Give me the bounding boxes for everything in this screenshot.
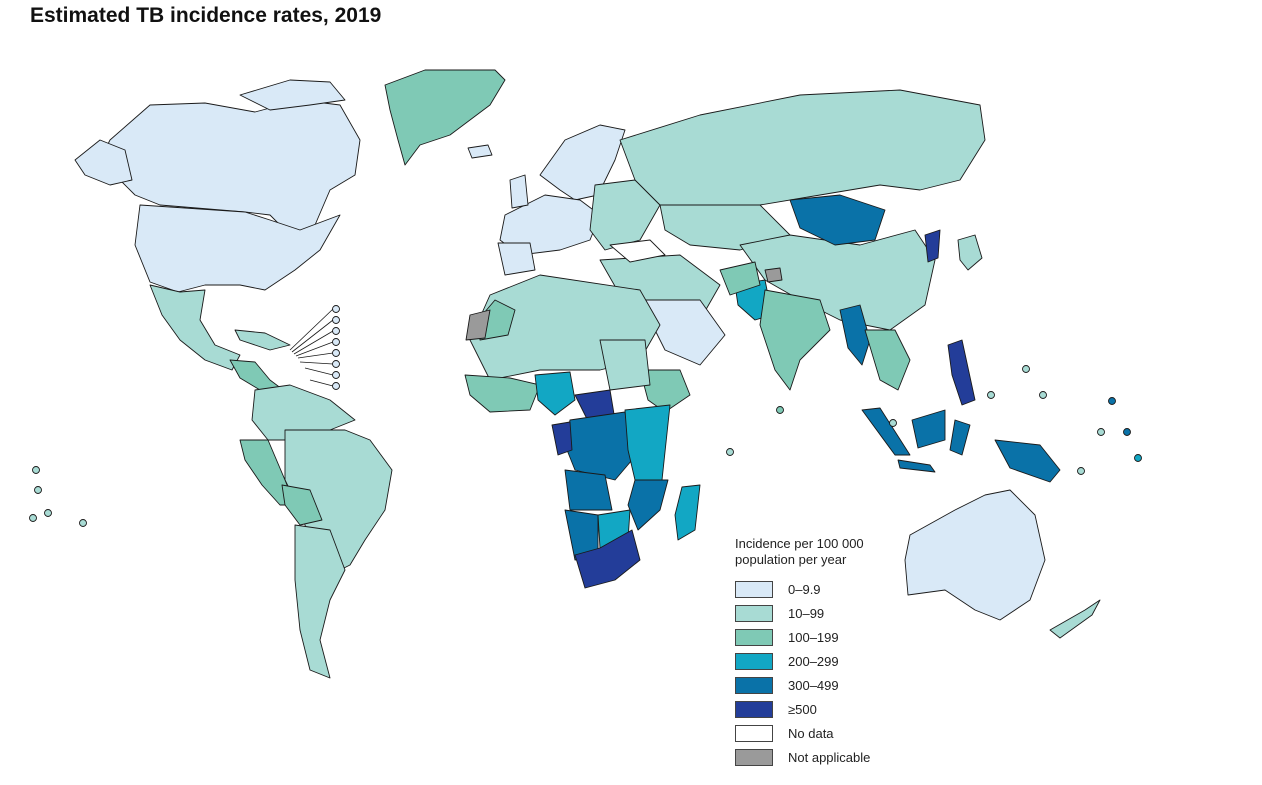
region-japan	[957, 234, 983, 271]
island-marker-21	[1077, 467, 1085, 475]
region-not-applicable-kashmir	[764, 267, 783, 283]
region-north-korea	[924, 229, 941, 263]
island-marker-14	[1022, 365, 1030, 373]
region-nigeria	[534, 371, 576, 416]
region-gabon	[551, 421, 573, 456]
region-myanmar	[839, 304, 871, 366]
region-canada	[99, 99, 361, 236]
region-drc	[564, 411, 633, 481]
region-caribbean	[234, 329, 291, 351]
island-marker-22	[726, 448, 734, 456]
island-marker-2	[34, 486, 42, 494]
legend-item: 0–9.9	[735, 577, 885, 601]
legend-label: 10–99	[788, 605, 825, 621]
legend-label: 200–299	[788, 653, 839, 669]
region-new-zealand	[1049, 599, 1101, 639]
legend-swatch	[735, 748, 773, 766]
island-marker-24	[889, 419, 897, 427]
legend-item: No data	[735, 721, 885, 745]
region-indonesia-borneo	[911, 409, 946, 449]
region-no-data	[609, 239, 666, 263]
legend-label: 100–199	[788, 629, 839, 645]
region-indonesia-sulawesi	[949, 419, 971, 456]
region-bolivia	[281, 484, 323, 526]
legend-swatch	[735, 676, 773, 694]
region-alaska	[74, 139, 133, 186]
legend-label: ≥500	[788, 701, 817, 717]
legend-item: 300–499	[735, 673, 885, 697]
island-marker-11	[332, 360, 340, 368]
region-iberia	[497, 242, 536, 276]
region-east-africa	[624, 404, 671, 481]
island-marker-10	[332, 349, 340, 357]
legend-label: Not applicable	[788, 749, 871, 765]
legend-label: 300–499	[788, 677, 839, 693]
region-scandinavia	[539, 124, 626, 201]
region-west-africa	[464, 374, 541, 413]
island-marker-23	[776, 406, 784, 414]
legend-swatch	[735, 652, 773, 670]
region-greenland	[384, 69, 506, 166]
region-australia	[904, 489, 1046, 621]
region-madagascar	[674, 484, 701, 541]
island-marker-15	[987, 391, 995, 399]
region-mozambique	[627, 479, 669, 531]
island-marker-8	[332, 327, 340, 335]
island-marker-12	[332, 371, 340, 379]
legend-item: 10–99	[735, 601, 885, 625]
island-marker-17	[1108, 397, 1116, 405]
island-marker-18	[1097, 428, 1105, 436]
legend-title: Incidence per 100 000 population per yea…	[735, 536, 864, 567]
legend: Incidence per 100 000 population per yea…	[735, 536, 885, 769]
legend-swatch	[735, 700, 773, 718]
region-south-africa	[574, 529, 641, 589]
island-marker-19	[1123, 428, 1131, 436]
legend-label: 0–9.9	[788, 581, 821, 597]
region-usa	[134, 204, 341, 293]
island-marker-20	[1134, 454, 1142, 462]
island-marker-7	[332, 316, 340, 324]
region-indonesia-sumatra	[861, 407, 911, 456]
island-marker-9	[332, 338, 340, 346]
region-uk	[509, 174, 529, 209]
region-iceland	[467, 144, 493, 159]
legend-item: 200–299	[735, 649, 885, 673]
island-marker-3	[29, 514, 37, 522]
region-mexico	[149, 284, 241, 371]
island-marker-6	[332, 305, 340, 313]
legend-label: No data	[788, 725, 834, 741]
region-arctic-islands	[239, 79, 346, 111]
legend-swatch	[735, 604, 773, 622]
region-argentina-chile	[294, 524, 346, 679]
legend-item: ≥500	[735, 697, 885, 721]
region-southeast-asia	[864, 329, 911, 391]
region-sudan	[599, 339, 651, 391]
region-papua	[994, 439, 1061, 483]
island-marker-16	[1039, 391, 1047, 399]
region-philippines	[947, 339, 976, 406]
region-kazakhstan	[659, 204, 791, 251]
legend-item: Not applicable	[735, 745, 885, 769]
island-marker-13	[332, 382, 340, 390]
legend-swatch	[735, 724, 773, 742]
region-afghanistan	[719, 261, 761, 296]
region-india	[759, 289, 831, 391]
legend-swatch	[735, 580, 773, 598]
map-title: Estimated TB incidence rates, 2019	[30, 4, 382, 27]
region-angola	[564, 469, 613, 511]
region-saudi-arabia	[639, 299, 726, 366]
legend-item: 100–199	[735, 625, 885, 649]
island-marker-5	[79, 519, 87, 527]
region-java	[897, 459, 936, 473]
island-marker-4	[44, 509, 52, 517]
region-mongolia	[789, 194, 886, 246]
legend-swatch	[735, 628, 773, 646]
region-ethiopia	[639, 369, 691, 413]
region-not-applicable-western-sahara	[465, 309, 491, 341]
island-marker-1	[32, 466, 40, 474]
region-russia	[619, 89, 986, 211]
